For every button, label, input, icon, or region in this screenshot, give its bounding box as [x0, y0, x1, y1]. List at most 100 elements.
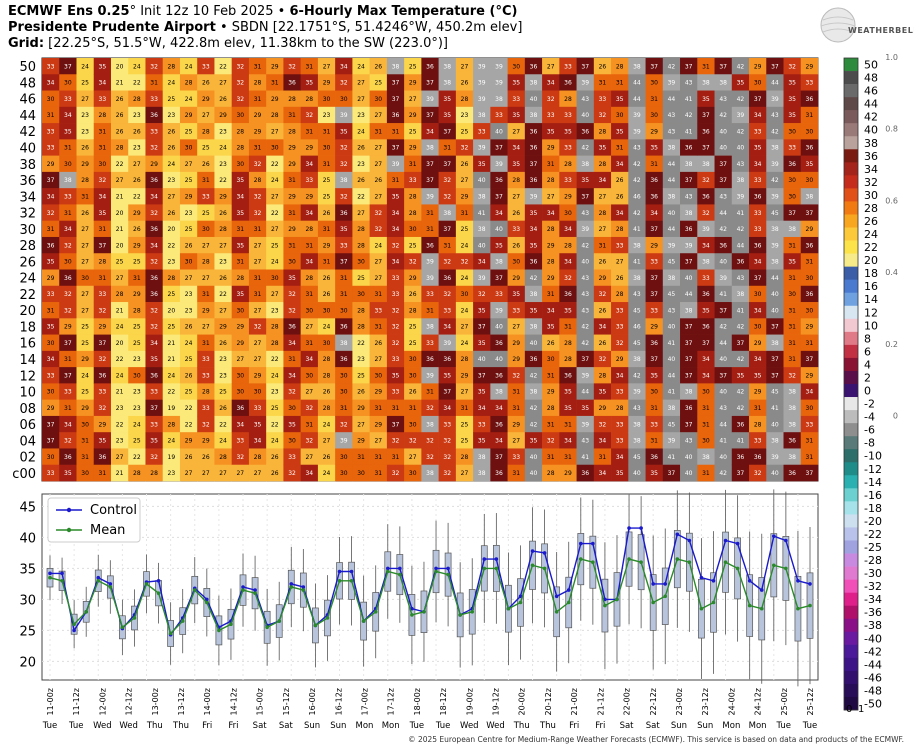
heat-cell-value: 30 — [461, 291, 469, 298]
heat-cell — [731, 415, 750, 433]
heat-cell-value: 28 — [305, 226, 313, 233]
mean-point — [518, 600, 523, 605]
heat-cell — [524, 106, 543, 124]
colorbar-swatch — [844, 631, 858, 646]
heat-cell — [421, 171, 439, 189]
heat-cell-value: 43 — [581, 291, 589, 298]
heat-cell-value: 25 — [81, 340, 89, 347]
heat-cell-value: 40 — [771, 291, 779, 298]
heat-cell-value: 35 — [340, 128, 348, 135]
heat-cell-value: 40 — [495, 324, 503, 331]
heat-cell-value: 37 — [495, 145, 503, 152]
heat-cell-value: 36 — [702, 324, 710, 331]
heat-cell — [542, 155, 560, 173]
heat-cell-value: 43 — [685, 80, 693, 87]
control-point — [530, 549, 535, 553]
heat-cell-value: 36 — [754, 454, 762, 461]
day-label: Tue — [435, 721, 451, 731]
heat-cell-value: 43 — [719, 405, 727, 412]
heat-cell — [283, 448, 301, 466]
heat-cell-value: 44 — [668, 161, 676, 168]
heat-cell-value: 23 — [81, 128, 89, 135]
heat-cell-value: 26 — [219, 405, 227, 412]
heat-cell-value: 28 — [599, 128, 607, 135]
heat-cell-value: 30 — [340, 96, 348, 103]
heat-cell-value: 27 — [271, 291, 279, 298]
heat-cell-value: 32 — [340, 161, 348, 168]
heat-cell — [179, 334, 198, 352]
heat-cell-value: 28 — [99, 112, 107, 119]
x-tick-label: 14-00z — [203, 688, 212, 715]
heat-cell-value: 33 — [616, 307, 624, 314]
heat-cell-value: 32 — [99, 307, 107, 314]
heat-cell — [507, 155, 526, 173]
colorbar-label: 10 — [864, 319, 878, 332]
heat-cell-value: 36 — [737, 454, 745, 461]
heat-cell-value: 27 — [599, 226, 607, 233]
heat-cell — [576, 350, 595, 368]
heat-cell-value: 34 — [99, 193, 107, 200]
heat-cell — [369, 58, 388, 75]
heat-cell-value: 38 — [64, 177, 72, 184]
heat-cell-value: 19 — [168, 405, 176, 412]
heat-cell-value: 38 — [788, 421, 796, 428]
heat-cell — [317, 155, 336, 173]
heat-cell — [662, 350, 681, 368]
heat-cell — [248, 285, 267, 303]
heat-cell — [283, 285, 301, 303]
heat-cell — [783, 269, 802, 287]
heat-cell — [473, 58, 491, 75]
heat-cell — [369, 269, 388, 287]
heat-cell — [352, 285, 370, 303]
heat-cell-value: 31 — [547, 291, 555, 298]
heat-cell — [662, 269, 681, 287]
heat-cell-value: 35 — [564, 389, 572, 396]
heat-cell-value: 27 — [374, 193, 382, 200]
heat-cell — [231, 318, 250, 335]
heat-cell-value: 35 — [737, 372, 745, 379]
heat-cell — [266, 204, 284, 221]
heat-cell — [76, 350, 95, 368]
heat-cell-value: 22 — [116, 161, 124, 168]
heat-cell — [783, 318, 802, 335]
heat-cell-value: 36 — [530, 63, 538, 70]
heat-cell — [335, 302, 353, 319]
heat-cell — [749, 106, 767, 124]
heat-cell — [179, 188, 198, 205]
member-label: 34 — [19, 190, 36, 205]
heat-cell — [697, 448, 715, 466]
heat-cell-value: 31 — [64, 405, 72, 412]
heat-cell-value: 29 — [185, 193, 193, 200]
heat-cell — [110, 399, 129, 417]
heat-cell — [680, 367, 698, 384]
heat-cell — [335, 155, 353, 173]
heat-cell — [731, 106, 750, 124]
heat-cell — [110, 269, 129, 287]
heat-cell-value: 37 — [685, 63, 693, 70]
heat-cell — [473, 383, 491, 400]
heat-cell — [714, 188, 733, 205]
legend-mean: Mean — [90, 523, 125, 538]
heat-cell — [473, 253, 491, 270]
heat-cell-value: 31 — [512, 389, 520, 396]
colorbar-label: 6 — [864, 345, 871, 358]
heat-cell — [214, 74, 232, 91]
heat-cell — [42, 155, 60, 173]
heat-cell — [197, 334, 215, 352]
heat-cell — [352, 58, 370, 75]
heat-cell — [559, 253, 577, 270]
heat-cell — [317, 123, 336, 140]
heat-cell-value: 36 — [99, 372, 107, 379]
heat-cell-value: 40 — [685, 470, 693, 477]
heat-cell-value: 24 — [271, 177, 279, 184]
heat-cell — [800, 383, 819, 400]
heat-cell-value: 39 — [771, 193, 779, 200]
heat-cell — [197, 155, 215, 173]
heat-cell-value: 32 — [461, 145, 469, 152]
heat-cell-value: 36 — [150, 275, 158, 282]
heat-cell-value: 38 — [806, 193, 814, 200]
heat-cell — [749, 415, 767, 433]
heat-cell — [162, 204, 181, 221]
heat-cell-value: 36 — [650, 193, 658, 200]
heat-cell — [369, 448, 388, 466]
